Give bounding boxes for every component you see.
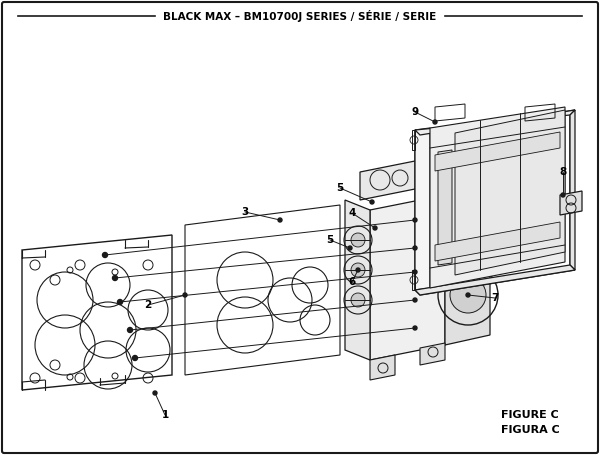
Circle shape bbox=[433, 120, 437, 124]
Polygon shape bbox=[435, 222, 560, 261]
Circle shape bbox=[128, 328, 133, 333]
Polygon shape bbox=[445, 255, 490, 345]
Text: BLACK MAX – BM10700J SERIES / SÉRIE / SERIE: BLACK MAX – BM10700J SERIES / SÉRIE / SE… bbox=[163, 10, 437, 22]
Circle shape bbox=[356, 268, 360, 272]
Circle shape bbox=[413, 218, 417, 222]
Circle shape bbox=[118, 299, 122, 304]
Circle shape bbox=[348, 246, 352, 250]
Polygon shape bbox=[360, 160, 420, 200]
Circle shape bbox=[351, 293, 365, 307]
Circle shape bbox=[466, 293, 470, 297]
Circle shape bbox=[370, 200, 374, 204]
Text: 5: 5 bbox=[337, 183, 344, 193]
Circle shape bbox=[450, 277, 486, 313]
Text: 2: 2 bbox=[145, 300, 152, 310]
Text: FIGURA C: FIGURA C bbox=[500, 425, 559, 435]
Polygon shape bbox=[370, 195, 445, 360]
Circle shape bbox=[153, 391, 157, 395]
Polygon shape bbox=[455, 110, 565, 275]
Polygon shape bbox=[435, 132, 560, 171]
Circle shape bbox=[413, 326, 417, 330]
Circle shape bbox=[103, 253, 107, 258]
Polygon shape bbox=[415, 265, 575, 295]
Circle shape bbox=[561, 193, 565, 197]
Circle shape bbox=[351, 263, 365, 277]
Circle shape bbox=[113, 275, 118, 280]
Circle shape bbox=[133, 355, 137, 360]
Circle shape bbox=[413, 270, 417, 274]
Circle shape bbox=[183, 293, 187, 297]
Polygon shape bbox=[370, 355, 395, 380]
Circle shape bbox=[351, 233, 365, 247]
Text: 5: 5 bbox=[326, 235, 334, 245]
Text: 6: 6 bbox=[349, 277, 356, 287]
Polygon shape bbox=[570, 110, 575, 270]
Polygon shape bbox=[420, 343, 445, 365]
Text: 7: 7 bbox=[491, 293, 499, 303]
Polygon shape bbox=[415, 110, 575, 135]
Polygon shape bbox=[345, 200, 370, 360]
Circle shape bbox=[413, 298, 417, 302]
Polygon shape bbox=[438, 150, 452, 265]
Text: FIGURE C: FIGURE C bbox=[501, 410, 559, 420]
Polygon shape bbox=[415, 128, 430, 290]
Circle shape bbox=[413, 246, 417, 250]
Text: 8: 8 bbox=[559, 167, 566, 177]
Circle shape bbox=[373, 226, 377, 230]
Circle shape bbox=[278, 218, 282, 222]
Text: 1: 1 bbox=[161, 410, 169, 420]
Text: 3: 3 bbox=[241, 207, 248, 217]
Polygon shape bbox=[430, 107, 565, 288]
Polygon shape bbox=[560, 191, 582, 215]
Text: 9: 9 bbox=[412, 107, 419, 117]
Text: 4: 4 bbox=[349, 208, 356, 218]
